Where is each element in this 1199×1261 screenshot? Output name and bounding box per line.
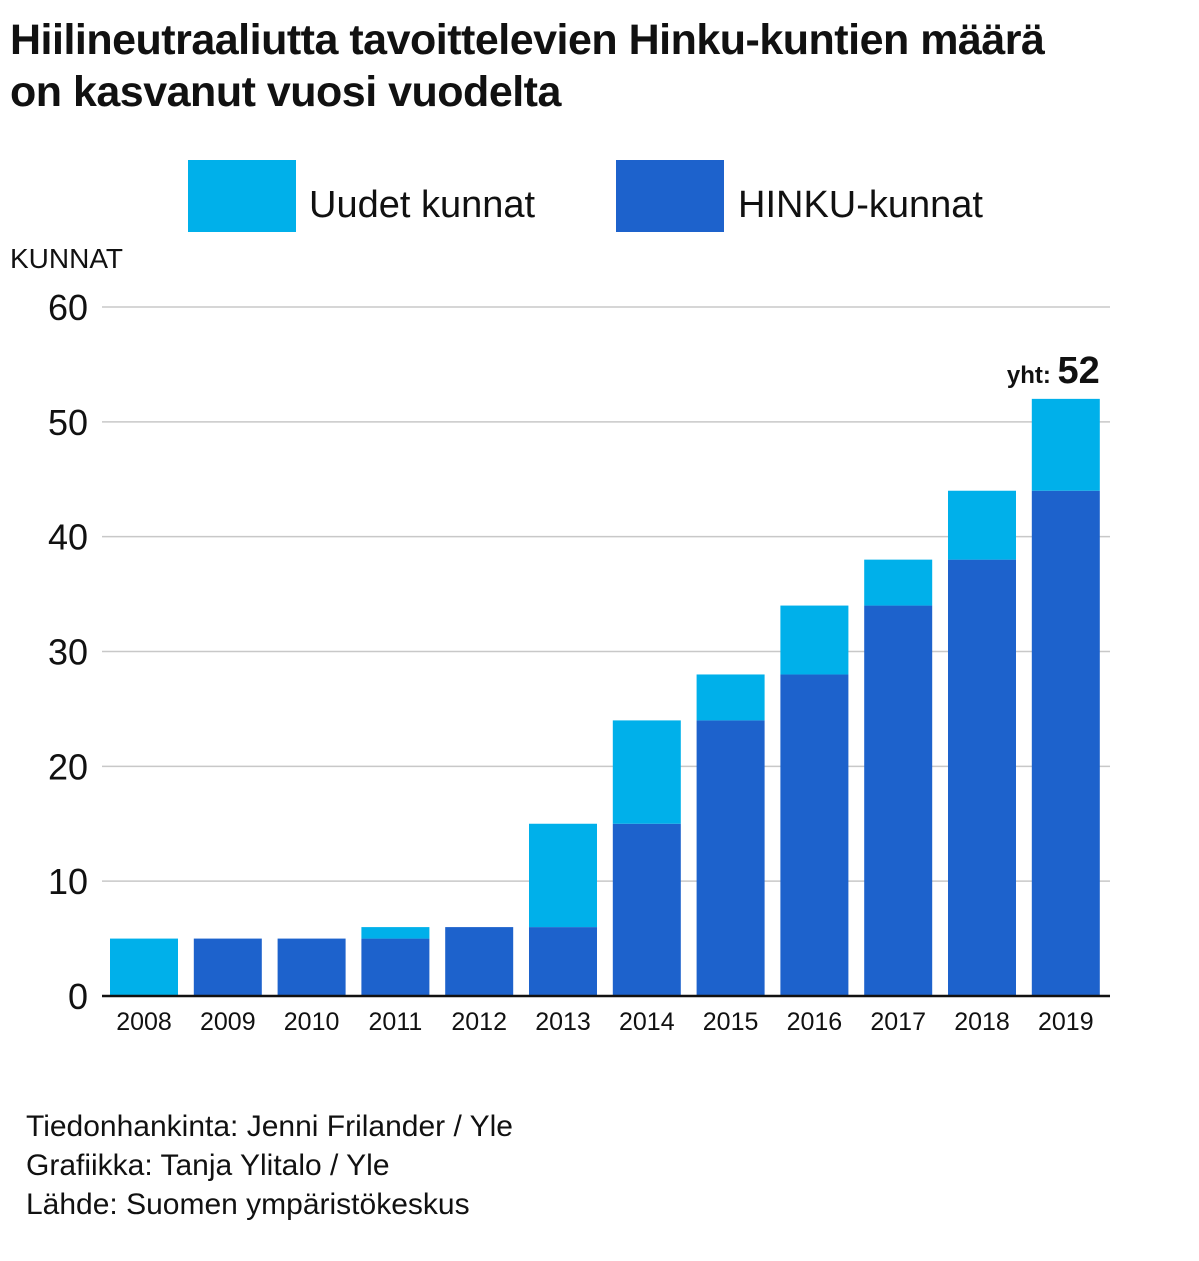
- x-tick-label: 2017: [870, 1008, 926, 1036]
- bars: [110, 398, 1100, 996]
- bar-segment: [864, 559, 933, 606]
- bar-segment: [696, 674, 765, 721]
- bar-segment: [193, 938, 262, 996]
- legend: Uudet kunnat HINKU-kunnat: [188, 160, 983, 232]
- legend-swatch: [616, 160, 724, 232]
- bar-segment: [780, 674, 849, 996]
- x-tick-label: 2014: [619, 1008, 675, 1036]
- y-tick-label: 40: [48, 517, 88, 558]
- x-tick-label: 2013: [535, 1008, 591, 1036]
- y-tick-label: 0: [68, 976, 88, 1017]
- stacked-bar-chart: Uudet kunnat HINKU-kunnat KUNNAT 0 10 20 30 4…: [10, 160, 1110, 1036]
- bar-segment: [948, 490, 1016, 560]
- legend-label: HINKU-kunnat: [738, 184, 983, 226]
- credits: Tiedonhankinta: Jenni Frilander / Yle Gr…: [26, 1107, 513, 1224]
- gridlines: [102, 306, 1110, 882]
- total-value: 52: [1058, 350, 1100, 392]
- chart-title-line: on kasvanut vuosi vuodelta: [10, 68, 561, 116]
- y-tick-label: 20: [48, 746, 88, 787]
- x-tick-label: 2008: [116, 1008, 172, 1036]
- y-tick-label: 30: [48, 632, 88, 673]
- y-axis-ticks: 0 10 20 30 40 50 60: [48, 287, 88, 1017]
- y-tick-label: 60: [48, 287, 88, 328]
- bar-segment: [529, 927, 597, 996]
- chart-title: Hiilineutraaliutta tavoittelevien Hinku-…: [10, 14, 1195, 118]
- x-tick-label: 2009: [200, 1008, 256, 1036]
- bar-segment: [948, 559, 1016, 996]
- x-tick-label: 2018: [954, 1008, 1010, 1036]
- y-tick-label: 50: [48, 402, 88, 443]
- bar-segment: [361, 938, 430, 996]
- bar-segment: [780, 605, 849, 675]
- chart-title-line: Hiilineutraaliutta tavoittelevien Hinku-…: [10, 16, 1045, 64]
- y-tick-label: 10: [48, 861, 88, 902]
- total-label: yht: 52: [1007, 350, 1100, 392]
- bar-segment: [361, 927, 430, 939]
- bar-segment: [445, 927, 514, 996]
- bar-segment: [696, 720, 765, 996]
- credit-line: Tiedonhankinta: Jenni Frilander / Yle: [26, 1110, 513, 1143]
- total-annotation: yht: 52: [1007, 350, 1100, 392]
- bar-segment: [612, 720, 681, 824]
- x-tick-label: 2015: [703, 1008, 759, 1036]
- bar-segment: [612, 823, 681, 996]
- x-tick-label: 2019: [1038, 1008, 1094, 1036]
- y-axis-label: KUNNAT: [10, 243, 123, 274]
- x-axis: 2008 2009 2010 2011 2012 2013 2014 2015 2016 2017…: [102, 994, 1110, 1036]
- bar-segment: [864, 605, 933, 996]
- x-tick-label: 2011: [369, 1008, 423, 1036]
- x-tick-label: 2012: [451, 1008, 507, 1036]
- total-prefix: yht:: [1007, 362, 1058, 389]
- bar-segment: [277, 938, 346, 996]
- bar-segment: [110, 938, 178, 996]
- legend-label: Uudet kunnat: [309, 184, 535, 226]
- bar-segment: [529, 823, 597, 928]
- credit-line: Lähde: Suomen ympäristökeskus: [26, 1188, 470, 1221]
- credit-line: Grafiikka: Tanja Ylitalo / Yle: [26, 1149, 390, 1182]
- bar-segment: [1031, 490, 1100, 996]
- x-tick-label: 2016: [787, 1008, 843, 1036]
- bar-segment: [1031, 398, 1100, 491]
- legend-swatch: [188, 160, 296, 232]
- x-tick-label: 2010: [284, 1008, 340, 1036]
